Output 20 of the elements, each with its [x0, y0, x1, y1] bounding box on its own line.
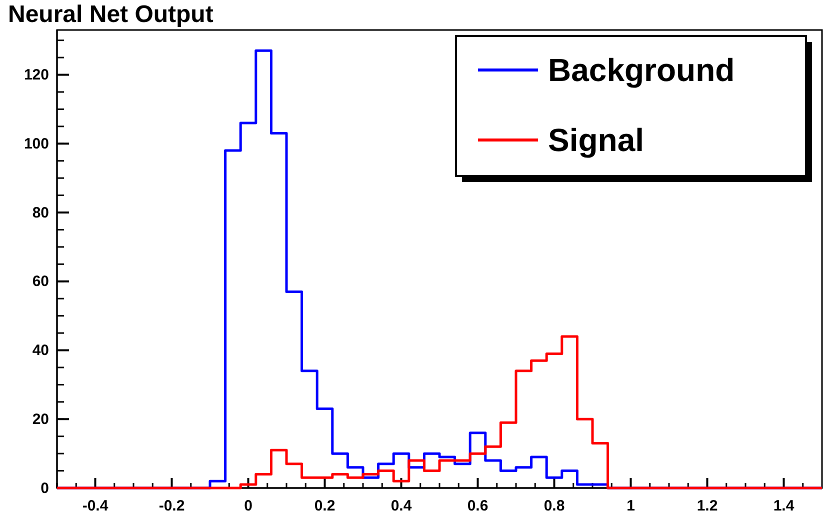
- x-tick-label: -0.4: [82, 498, 109, 514]
- legend-label: Signal: [548, 122, 644, 158]
- y-tick-label: 120: [24, 66, 49, 84]
- y-tick-label: 20: [32, 410, 49, 428]
- x-tick-label: -0.2: [158, 498, 185, 514]
- y-tick-label: 40: [32, 342, 49, 360]
- x-tick-label: 0: [244, 498, 252, 514]
- y-tick-label: 0: [40, 480, 49, 497]
- y-tick-label: 100: [24, 135, 49, 152]
- x-tick-label: 0.8: [544, 498, 565, 514]
- y-tick-label: 60: [32, 273, 49, 290]
- legend-label: Background: [548, 52, 735, 88]
- x-tick-label: 1: [626, 498, 635, 514]
- x-tick-label: 0.4: [390, 498, 412, 514]
- x-tick-label: 0.6: [467, 498, 488, 514]
- x-tick-label: 1.2: [696, 498, 718, 514]
- y-tick-label: 80: [32, 204, 49, 222]
- chart-title: Neural Net Output: [8, 1, 214, 28]
- x-tick-label: 0.2: [314, 498, 336, 514]
- x-tick-label: 1.4: [773, 498, 795, 514]
